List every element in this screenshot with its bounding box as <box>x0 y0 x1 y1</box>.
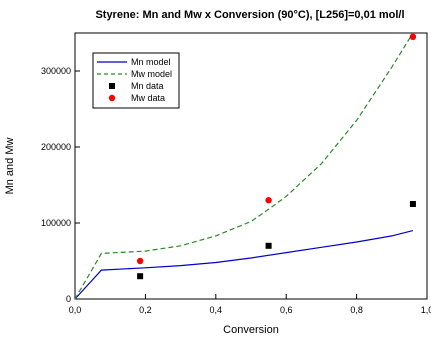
x-tick-label: 0,2 <box>139 305 152 315</box>
y-tick-label: 100000 <box>41 218 71 228</box>
x-axis-ticks: 0,0 0,2 0,4 0,6 0,8 1,0 <box>69 294 431 315</box>
legend-label-mn-data: Mn data <box>131 81 164 91</box>
mw-data-point <box>265 197 271 203</box>
mn-model-line <box>75 231 413 299</box>
y-tick-label: 300000 <box>41 66 71 76</box>
chart-title: Styrene: Mn and Mw x Conversion (90°C), … <box>95 9 404 21</box>
y-tick-label: 0 <box>66 294 71 304</box>
mn-data-point <box>266 243 272 249</box>
legend-swatch-mn-data <box>109 83 115 89</box>
x-tick-label: 0,4 <box>210 305 223 315</box>
mn-data-point <box>410 201 416 207</box>
y-axis-label: Mn and Mw <box>4 138 16 195</box>
y-axis-ticks: 0 100000 200000 300000 <box>41 66 80 304</box>
legend-label-mn-model: Mn model <box>131 57 171 67</box>
y-tick-label: 200000 <box>41 142 71 152</box>
x-axis-label: Conversion <box>223 324 279 336</box>
mw-data-point <box>137 258 143 264</box>
legend-label-mw-model: Mw model <box>131 69 172 79</box>
legend-label-mw-data: Mw data <box>131 93 165 103</box>
mw-data-point <box>410 34 416 40</box>
x-tick-label: 1,0 <box>421 305 431 315</box>
x-tick-label: 0,8 <box>350 305 363 315</box>
legend: Mn model Mw model Mn data Mw data <box>93 53 179 108</box>
legend-swatch-mw-data <box>109 95 115 101</box>
x-tick-label: 0,6 <box>280 305 293 315</box>
mn-data-point <box>137 273 143 279</box>
x-tick-label: 0,0 <box>69 305 82 315</box>
